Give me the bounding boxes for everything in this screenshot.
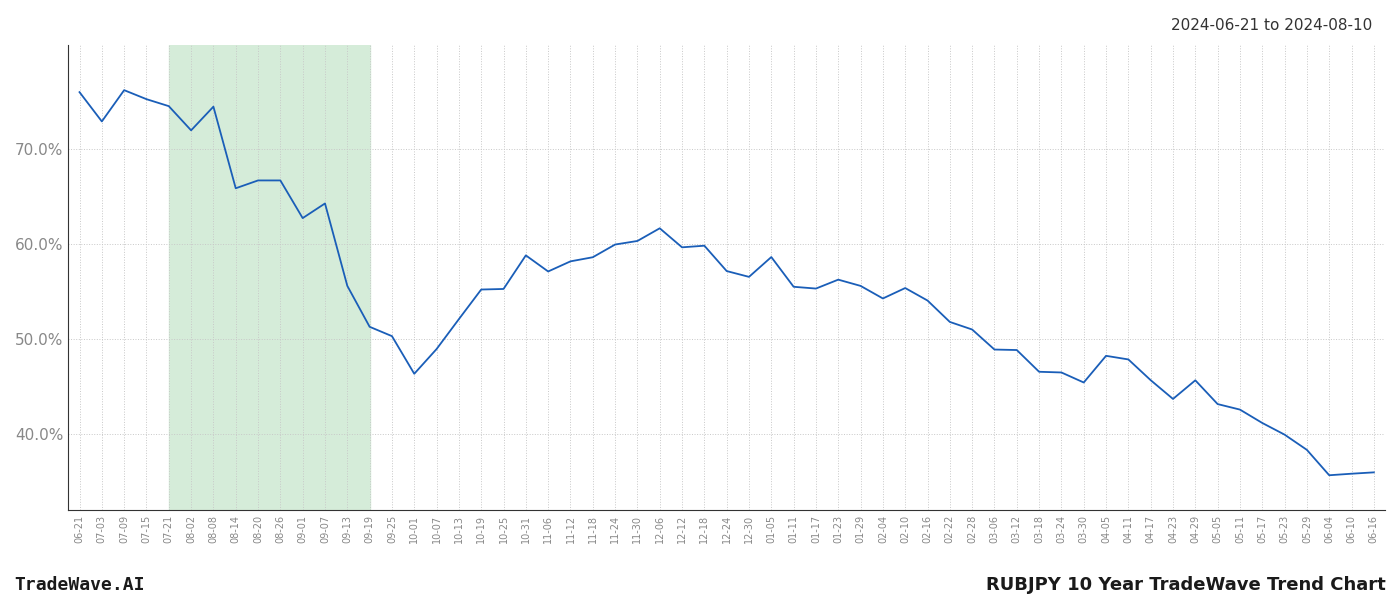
Bar: [169, 45, 370, 510]
Text: TradeWave.AI: TradeWave.AI: [14, 576, 144, 594]
Text: 2024-06-21 to 2024-08-10: 2024-06-21 to 2024-08-10: [1170, 18, 1372, 33]
Text: RUBJPY 10 Year TradeWave Trend Chart: RUBJPY 10 Year TradeWave Trend Chart: [986, 576, 1386, 594]
